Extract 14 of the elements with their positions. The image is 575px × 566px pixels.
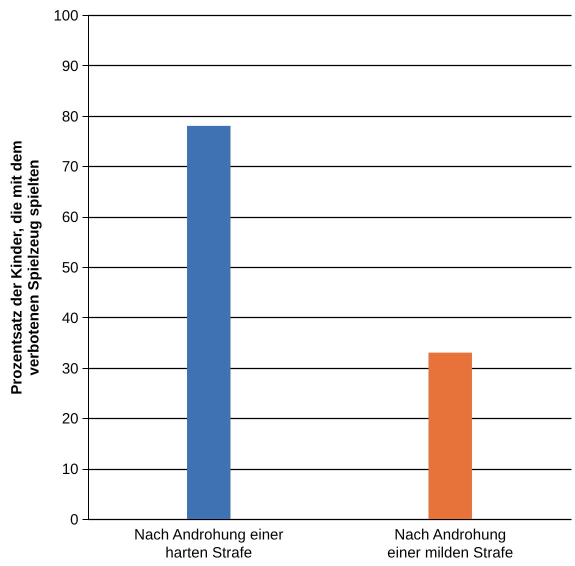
y-tick-label: 40 xyxy=(62,310,78,327)
y-tick-label: 90 xyxy=(62,58,78,75)
y-tick-label: 70 xyxy=(62,158,78,176)
y-axis-title: Prozentsatz der Kinder, die mit dem verbotenen Spielzeug spielten xyxy=(8,140,42,395)
y-tick-label: 20 xyxy=(62,410,78,428)
y-tick-label: 60 xyxy=(62,209,78,226)
y-tick-label: 10 xyxy=(62,461,78,478)
y-tick-label: 30 xyxy=(62,360,78,378)
y-tick-label: 80 xyxy=(62,108,78,126)
x-tick-label: Nach Androhung einer harten Strafe xyxy=(134,526,284,562)
y-tick-label: 50 xyxy=(62,260,78,276)
x-tick-label: Nach Androhung einer milden Strafe xyxy=(387,526,514,562)
y-tick-label: 0 xyxy=(70,512,78,528)
y-tick-label: 100 xyxy=(53,8,78,24)
